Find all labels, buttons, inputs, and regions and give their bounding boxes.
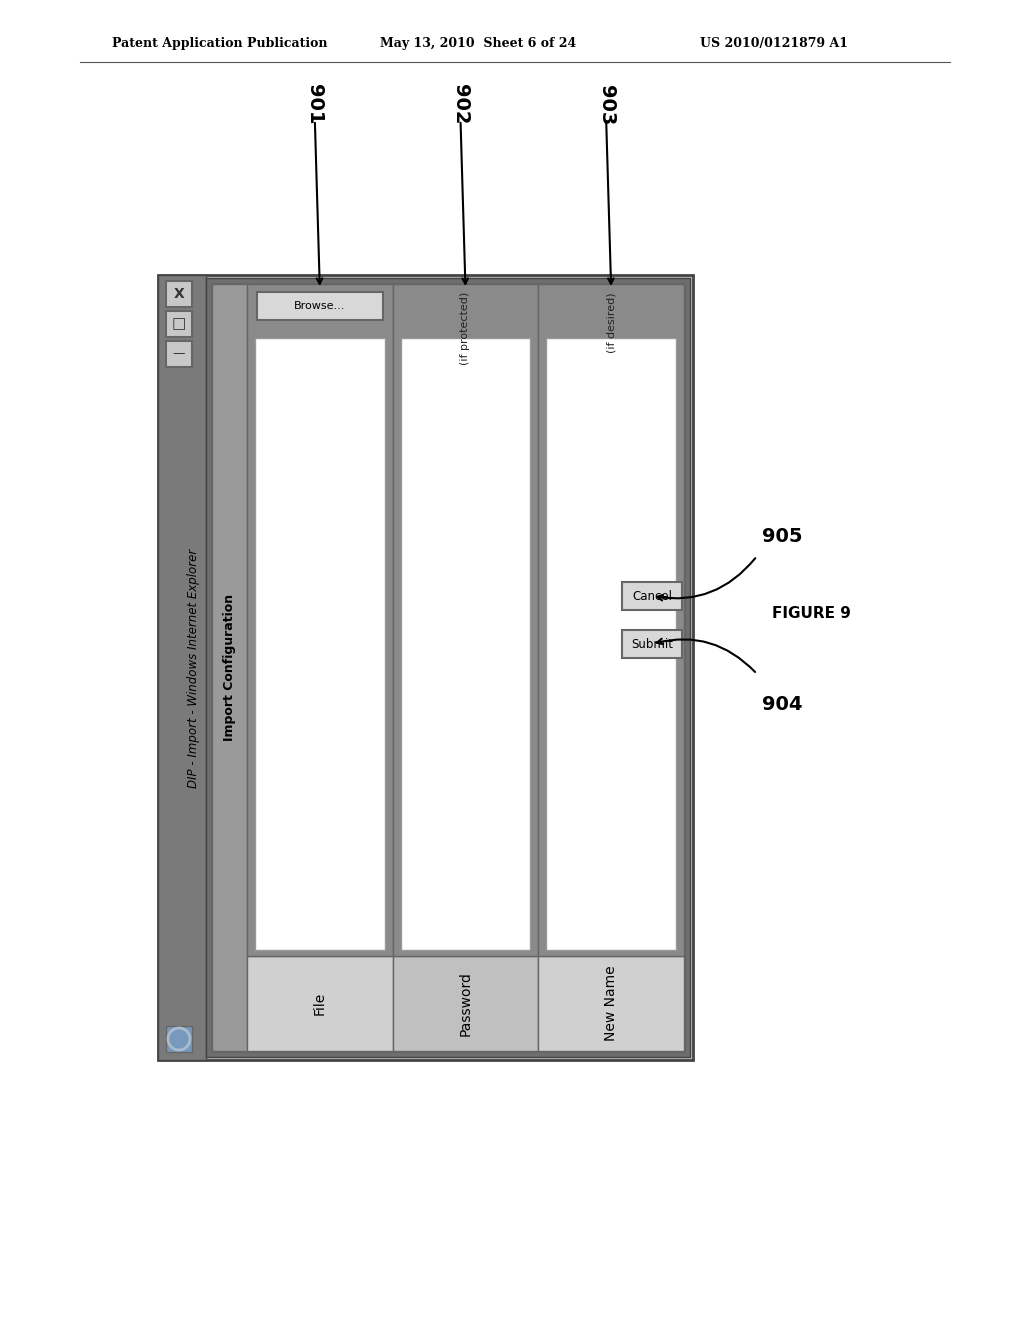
Text: Submit: Submit [631, 638, 673, 651]
Text: DIP - Import - Windows Internet Explorer: DIP - Import - Windows Internet Explorer [187, 548, 201, 788]
Text: 901: 901 [305, 84, 325, 125]
Text: 903: 903 [597, 84, 615, 125]
Bar [166, 312, 193, 337]
Text: (if protected): (if protected) [461, 292, 470, 366]
Bar [158, 275, 693, 1060]
Bar [257, 292, 383, 319]
Bar [247, 956, 392, 1051]
Text: Patent Application Publication: Patent Application Publication [112, 37, 328, 50]
Bar [255, 338, 385, 950]
Text: US 2010/0121879 A1: US 2010/0121879 A1 [700, 37, 848, 50]
Bar [212, 284, 684, 1051]
Bar [392, 956, 539, 1051]
Text: File: File [313, 991, 327, 1015]
Bar [158, 275, 206, 1060]
Text: FIGURE 9: FIGURE 9 [772, 606, 851, 622]
Text: Cancel: Cancel [632, 590, 672, 602]
Bar [622, 630, 682, 657]
Bar [166, 281, 193, 308]
Bar [622, 582, 682, 610]
Text: Browse...: Browse... [294, 301, 345, 312]
Bar [539, 956, 684, 1051]
Bar [206, 279, 690, 1057]
Text: 904: 904 [762, 694, 803, 714]
Text: Import Configuration: Import Configuration [223, 594, 236, 741]
Text: X: X [174, 286, 184, 301]
Bar [212, 284, 247, 1051]
Bar [400, 338, 530, 950]
Text: 905: 905 [762, 527, 803, 545]
Text: Password: Password [459, 972, 472, 1036]
Text: New Name: New Name [604, 966, 618, 1041]
Bar [392, 284, 539, 956]
Text: (if desired): (if desired) [606, 292, 616, 352]
Bar [547, 338, 676, 950]
Text: May 13, 2010  Sheet 6 of 24: May 13, 2010 Sheet 6 of 24 [380, 37, 577, 50]
Text: □: □ [172, 317, 186, 331]
Text: 902: 902 [451, 84, 470, 125]
Text: —: — [173, 347, 185, 360]
Bar [539, 284, 684, 956]
Bar [247, 284, 392, 956]
Bar [166, 1026, 193, 1052]
Bar [166, 341, 193, 367]
